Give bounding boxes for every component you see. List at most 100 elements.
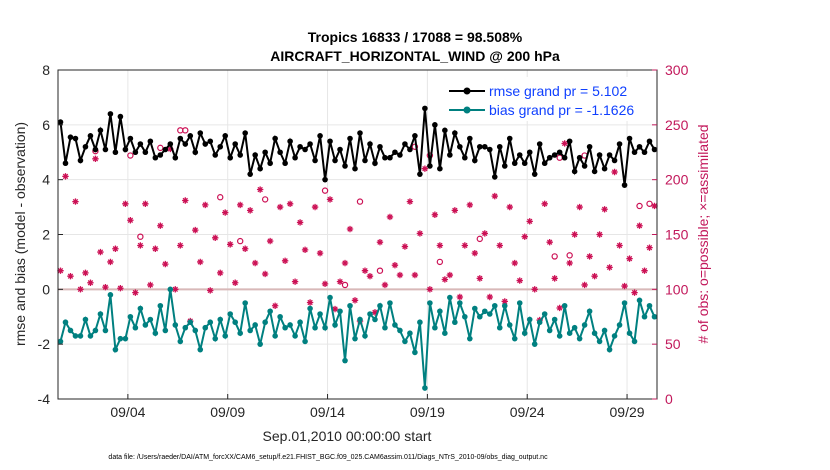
obs-assimilated-point — [222, 209, 229, 216]
obs-assimilated-point — [511, 259, 518, 267]
obs-assimilated-point — [641, 267, 648, 274]
obs-assimilated-point — [416, 230, 424, 237]
rmse-point — [182, 141, 189, 147]
rmse-point — [531, 171, 538, 177]
bias-point — [57, 338, 64, 345]
bias-point — [67, 327, 74, 334]
obs-assimilated-point — [446, 271, 454, 279]
rmse-point — [377, 143, 383, 150]
bias-point — [172, 322, 179, 328]
obs-assimilated-point — [441, 276, 449, 283]
rmse-point — [312, 157, 318, 164]
bias-series-layer — [57, 286, 658, 391]
rmse-point — [591, 168, 598, 175]
bias-point — [77, 333, 84, 339]
bias-point — [307, 305, 313, 312]
rmse-point — [162, 146, 169, 153]
y-tick-label: -2 — [38, 336, 51, 352]
y2-tick-label: 200 — [665, 172, 689, 188]
obs-assimilated-point — [501, 298, 508, 305]
rmse-point — [412, 133, 418, 139]
bias-point — [132, 324, 139, 331]
bias-point — [417, 319, 423, 326]
rmse-point — [646, 138, 653, 145]
bias-point — [87, 333, 94, 339]
obs-assimilated-point — [217, 269, 224, 277]
obs-assimilated-point — [197, 258, 204, 266]
bias-point — [437, 308, 443, 315]
rmse-point — [322, 176, 328, 183]
rmse-point — [631, 149, 638, 156]
rmse-point — [437, 165, 443, 172]
obs-assimilated-point — [601, 206, 608, 213]
bias-point — [197, 346, 204, 353]
bias-point — [202, 324, 209, 331]
rmse-point — [92, 146, 99, 153]
obs-possible-point — [182, 127, 189, 134]
rmse-point — [491, 174, 498, 180]
bias-point — [611, 333, 618, 339]
bias-point — [531, 341, 538, 347]
rmse-point — [127, 135, 134, 142]
bias-point — [287, 322, 293, 328]
obs-assimilated-point — [157, 222, 164, 229]
obs-assimilated-point — [311, 203, 319, 211]
obs-assimilated-point — [256, 186, 264, 193]
rmse-point — [297, 143, 303, 150]
rmse-point — [516, 152, 523, 158]
obs-assimilated-point — [212, 234, 219, 241]
rmse-point — [651, 146, 658, 153]
rmse-point — [596, 152, 603, 158]
bias-point — [402, 338, 408, 345]
bias-point — [412, 349, 418, 356]
bias-point — [322, 324, 328, 331]
obs-assimilated-point — [516, 277, 523, 284]
axis-layer: 09/04 09/09 09/14 09/19 09/24 09/29 -4 -2 0 2 4 6 8 0… — [38, 62, 689, 420]
rmse-point — [442, 127, 448, 134]
rmse-point — [511, 160, 518, 167]
rmse-point — [72, 135, 79, 142]
obs-assimilated-point — [261, 270, 269, 278]
chart-subtitle: AIRCRAFT_HORIZONTAL_WIND @ 200 hPa — [270, 48, 560, 64]
bias-point — [551, 316, 558, 323]
y-tick-label: 6 — [42, 117, 50, 133]
obs-assimilated-point — [551, 275, 558, 282]
obs-possible-point — [356, 198, 364, 205]
rmse-point — [62, 160, 69, 167]
bias-point — [362, 333, 368, 339]
bias-point — [312, 324, 318, 331]
rmse-point — [566, 138, 573, 145]
rmse-point — [117, 113, 124, 120]
bias-point — [102, 327, 109, 334]
bias-point — [352, 335, 358, 342]
y-tick-label: 8 — [42, 62, 50, 78]
rmse-point — [362, 157, 368, 164]
obs-assimilated-point — [167, 145, 174, 153]
bias-point — [272, 333, 278, 339]
bias-point — [327, 294, 333, 301]
bias-point — [262, 319, 268, 326]
bias-point — [481, 308, 488, 315]
obs-assimilated-point — [631, 289, 638, 296]
rmse-point — [616, 141, 623, 147]
legend-rmse-marker — [463, 87, 471, 95]
rmse-point — [187, 133, 194, 139]
rmse-point — [257, 165, 263, 172]
obs-assimilated-point — [496, 242, 503, 249]
rmse-point — [636, 143, 643, 150]
obs-assimilated-point — [386, 213, 394, 221]
obs-assimilated-point — [271, 302, 279, 309]
bias-point — [187, 319, 194, 326]
obs-assimilated-point — [301, 246, 309, 254]
rmse-point — [546, 154, 553, 161]
rmse-point — [132, 149, 139, 156]
bias-point — [337, 308, 343, 315]
obs-assimilated-point — [476, 275, 483, 282]
bias-point — [227, 311, 234, 317]
bias-point — [62, 319, 69, 326]
bias-point — [566, 330, 573, 337]
obs-assimilated-point — [72, 198, 79, 205]
rmse-point — [447, 152, 453, 158]
bias-point — [347, 302, 353, 309]
y2-tick-label: 100 — [665, 281, 689, 297]
